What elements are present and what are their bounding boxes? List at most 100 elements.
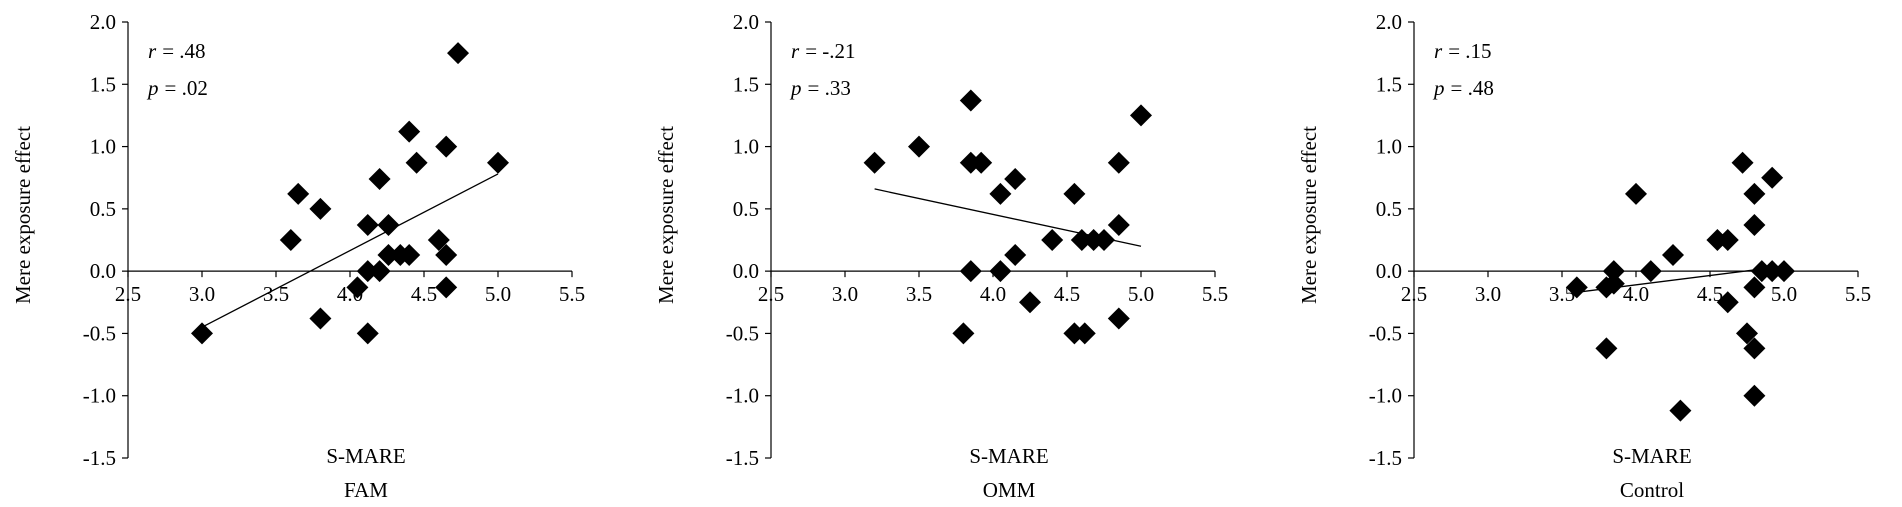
y-tick-label: 1.0	[733, 135, 759, 159]
data-point	[1669, 399, 1692, 422]
annotation-text: = .33	[808, 76, 851, 100]
y-tick-label: 0.0	[1376, 259, 1402, 283]
x-tick-label: 4.5	[411, 282, 437, 306]
data-point	[1004, 243, 1027, 266]
x-tick-label: 2.5	[758, 282, 784, 306]
data-point	[1602, 272, 1625, 295]
data-point	[1107, 151, 1130, 174]
data-point	[398, 243, 421, 266]
data-point	[447, 42, 470, 65]
y-tick-label: 0.5	[90, 197, 116, 221]
data-point	[1639, 260, 1662, 283]
data-point	[1716, 229, 1739, 251]
x-tick-label: 3.0	[1475, 282, 1501, 306]
data-point	[435, 135, 458, 158]
data-point	[1093, 229, 1115, 251]
data-point	[1041, 229, 1064, 251]
data-point	[959, 89, 982, 112]
data-point	[287, 182, 310, 205]
data-point	[309, 197, 332, 220]
trendline	[201, 173, 499, 328]
annotation-symbol: r	[148, 39, 157, 63]
data-point	[1736, 322, 1758, 345]
y-tick-label: 2.0	[1376, 10, 1402, 34]
data-point	[908, 135, 930, 158]
data-point	[1073, 322, 1096, 345]
x-tick-label: 3.0	[832, 282, 858, 306]
annotation: p = .33	[789, 76, 851, 100]
chart-panel: -1.5-1.0-0.50.00.51.01.52.02.5 3.0 3.5 4.0 4…	[654, 10, 1228, 502]
annotation-text: = .02	[165, 76, 208, 100]
data-point	[1743, 214, 1766, 237]
chart-panel: -1.5-1.0-0.50.00.51.01.52.02.5 3.0 3.5 4.0 4…	[11, 10, 585, 502]
data-point	[863, 151, 886, 174]
y-tick-label: 0.5	[733, 197, 759, 221]
data-point	[279, 229, 302, 251]
data-point	[952, 322, 975, 345]
data-point	[970, 151, 993, 174]
y-axis-label: Mere exposure effect	[11, 126, 35, 304]
annotation-text: = .48	[162, 39, 205, 63]
data-point	[959, 260, 982, 283]
data-point	[1625, 182, 1647, 205]
data-point	[356, 214, 379, 237]
y-tick-label: 1.5	[1376, 72, 1402, 96]
data-point	[405, 151, 428, 174]
annotation: p = .02	[146, 76, 208, 100]
annotation-text: = .15	[1448, 39, 1491, 63]
y-tick-label: 1.0	[90, 135, 116, 159]
y-axis-label: Mere exposure effect	[654, 126, 678, 304]
y-tick-label: -1.0	[1369, 384, 1402, 408]
data-point	[1662, 243, 1684, 266]
x-tick-label: 5.5	[559, 282, 585, 306]
y-tick-label: 1.5	[90, 72, 116, 96]
data-point	[1773, 260, 1795, 283]
chart-panel: -1.5-1.0-0.50.00.51.01.52.02.5 3.0 3.5 4.0 4…	[1297, 10, 1871, 502]
data-point	[989, 260, 1012, 283]
annotation-symbol: p	[1432, 76, 1445, 100]
data-point	[1743, 276, 1766, 299]
data-point	[1107, 307, 1130, 330]
data-point	[1130, 104, 1152, 127]
data-point	[1063, 182, 1086, 205]
y-tick-label: -0.5	[726, 321, 759, 345]
y-tick-label: -1.0	[726, 384, 759, 408]
x-tick-label: 2.5	[1401, 282, 1427, 306]
y-tick-label: -1.0	[83, 384, 116, 408]
data-point	[1731, 151, 1754, 174]
data-point	[1602, 260, 1625, 283]
data-point	[1761, 166, 1784, 189]
data-point	[1761, 260, 1784, 283]
annotation: r = .48	[148, 39, 206, 63]
x-tick-label: 2.5	[115, 282, 141, 306]
data-point	[1743, 384, 1766, 407]
x-tick-label: 5.5	[1845, 282, 1871, 306]
x-tick-label: 4.0	[980, 282, 1006, 306]
data-point	[1716, 291, 1739, 314]
x-tick-label: 5.0	[1771, 282, 1797, 306]
data-point	[1743, 182, 1766, 205]
data-point	[1004, 167, 1027, 190]
data-point	[309, 307, 332, 330]
annotation: r = .15	[1434, 39, 1492, 63]
annotation-symbol: r	[1434, 39, 1443, 63]
x-axis-label: S-MARE	[1612, 444, 1691, 468]
data-point	[427, 229, 450, 251]
data-point	[398, 120, 421, 143]
x-axis-label: Control	[1620, 478, 1684, 502]
annotation-symbol: p	[146, 76, 159, 100]
x-axis-label: FAM	[344, 478, 388, 502]
data-point	[1107, 214, 1130, 237]
data-point	[191, 322, 213, 345]
data-point	[435, 276, 458, 299]
annotation-text: = .48	[1451, 76, 1494, 100]
data-point	[435, 243, 458, 266]
data-point	[346, 276, 369, 299]
data-point	[1019, 291, 1041, 314]
y-tick-label: -0.5	[1369, 321, 1402, 345]
data-point	[1743, 337, 1766, 360]
data-point	[377, 214, 400, 237]
y-axis-label: Mere exposure effect	[1297, 126, 1321, 304]
